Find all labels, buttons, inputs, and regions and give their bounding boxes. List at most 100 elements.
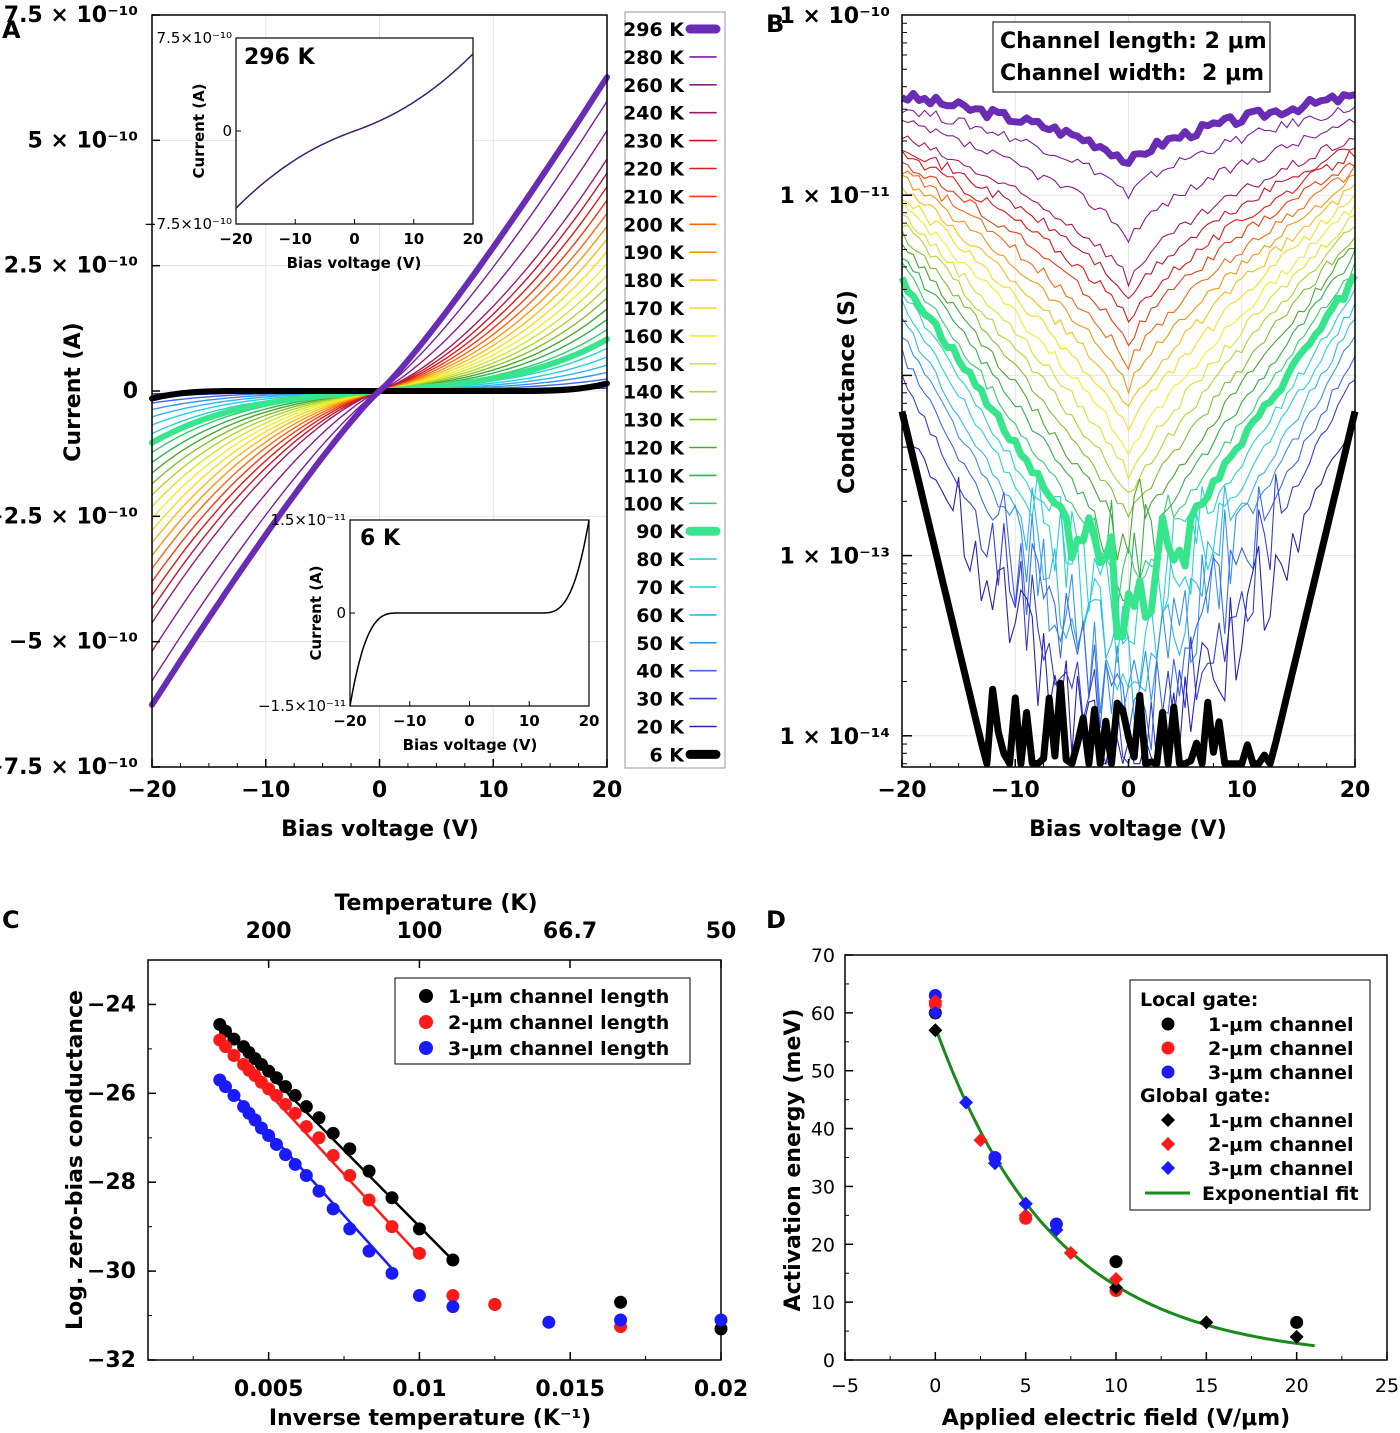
legend-marker (1161, 1137, 1175, 1151)
legend-marker (419, 989, 433, 1003)
conductance-curve (901, 229, 1356, 519)
data-point (299, 1120, 313, 1134)
x-tick-label: −20 (127, 778, 176, 803)
conductance-curve (901, 194, 1356, 432)
x-tick-label: −10 (241, 778, 290, 803)
panel-a-xlabel: Bias voltage (V) (281, 817, 479, 842)
x-tick-label: 20 (592, 778, 623, 803)
inset-296k-curve (235, 53, 474, 209)
legend-label: 2-μm channel length (448, 1012, 669, 1034)
panel-b-ylabel: Conductance (S) (835, 290, 860, 494)
legend-marker (1161, 1017, 1175, 1031)
y-tick-label: −26 (87, 1081, 136, 1106)
data-point (269, 1071, 283, 1085)
conductance-curve (901, 317, 1356, 721)
panel-c-top-xlabel: Temperature (K) (334, 891, 537, 916)
data-point (227, 1049, 241, 1063)
legend-label: 100 K (623, 493, 685, 515)
data-point (299, 1169, 313, 1183)
panel-b-xlabel: Bias voltage (V) (1029, 817, 1227, 842)
legend-fit-label: Exponential fit (1202, 1183, 1359, 1205)
legend-marker (1161, 1065, 1175, 1079)
y-tick-label: 70 (811, 945, 835, 967)
legend-label: 280 K (623, 47, 685, 69)
panel-d-ticks: −5 0 5 10 15 20 25 0 10 20 30 40 50 60 70 (811, 945, 1399, 1397)
panel-c: C 0.005 0.01 0.015 0.02 200 100 66.7 50 −24 −26 −2… (2, 891, 748, 1431)
inset-296k-ylabel: Current (A) (190, 83, 208, 178)
panel-b-annotation-box (992, 21, 1271, 93)
y-tick-label: 0 (123, 379, 138, 404)
panel-c-frame (147, 959, 722, 1361)
diamond-marker (1109, 1272, 1123, 1286)
data-point (446, 1300, 460, 1314)
data-point (343, 1142, 357, 1156)
legend-label: 70 K (636, 577, 685, 599)
data-point (614, 1313, 628, 1327)
legend-label: 150 K (623, 354, 685, 376)
data-point (288, 1157, 302, 1171)
diamond-marker (1049, 1222, 1064, 1237)
legend-label: 120 K (623, 438, 685, 460)
y-tick-label: 1 × 10⁻¹³ (779, 545, 890, 570)
data-point (614, 1295, 628, 1309)
x-tick-label: −20 (877, 778, 926, 803)
inset-y-tick-label: 7.5×10⁻¹⁰ (157, 29, 232, 47)
inset-6k-xlabel: Bias voltage (V) (403, 736, 538, 754)
data-point (412, 1246, 426, 1260)
diamond-marker (1018, 1196, 1033, 1211)
data-point (299, 1100, 313, 1114)
conductance-curve (901, 174, 1356, 395)
y-tick-label: 5 × 10⁻¹⁰ (27, 128, 138, 153)
legend-marker (419, 1015, 433, 1029)
legend-header-global: Global gate: (1140, 1085, 1271, 1107)
panel-c-ylabel: Log. zero-bias conductance (63, 990, 88, 1330)
conductance-curve (901, 336, 1356, 714)
inset-x-tick-label: −10 (279, 230, 312, 248)
legend-marker (1161, 1113, 1175, 1127)
inset-296k-title: 296 K (244, 45, 316, 70)
panel-c-data (213, 1017, 728, 1336)
panel-d-xlabel: Applied electric field (V/μm) (942, 1406, 1290, 1431)
y-tick-label: 20 (811, 1234, 835, 1256)
x-tick-label: 10 (1226, 778, 1257, 803)
x-tick-label: 0 (1121, 778, 1136, 803)
panel-a-ylabel: Current (A) (61, 322, 86, 461)
conductance-curve-highlight (898, 410, 1359, 768)
conductance-curve (901, 147, 1356, 300)
inset-y-tick-label: 1.5×10⁻¹¹ (271, 511, 346, 529)
data-point (312, 1131, 326, 1145)
legend-label: 260 K (623, 75, 685, 97)
y-tick-label: 40 (811, 1119, 835, 1141)
inset-x-tick-label: −10 (393, 712, 426, 730)
data-point (488, 1297, 502, 1311)
data-point (362, 1244, 376, 1258)
iv-curve-highlight (149, 74, 610, 708)
y-tick-label: 1 × 10⁻¹⁰ (779, 4, 890, 29)
x-tick-label: −5 (831, 1375, 859, 1397)
data-point (385, 1266, 399, 1280)
legend-marker (419, 1041, 433, 1055)
inset-6k-curve (349, 519, 590, 707)
conductance-curve (901, 164, 1356, 371)
legend-label: 200 K (623, 214, 685, 236)
data-point (343, 1222, 357, 1236)
legend-label: 20 K (636, 717, 685, 739)
legend-label: 2-μm channel (1208, 1134, 1354, 1156)
data-point (446, 1289, 460, 1303)
diamond-marker (973, 1133, 988, 1148)
legend-label: 50 K (636, 633, 685, 655)
data-point (312, 1111, 326, 1125)
inset-x-tick-label: 0 (464, 712, 474, 730)
x-tick-label: 0 (372, 778, 387, 803)
data-point (412, 1222, 426, 1236)
conductance-curve (901, 150, 1356, 323)
data-point (288, 1106, 302, 1120)
legend-label: 90 K (636, 521, 685, 543)
x-tick-label: 15 (1194, 1375, 1218, 1397)
y-tick-label: −32 (87, 1348, 136, 1373)
x-tick-label: 20 (1285, 1375, 1309, 1397)
y-tick-label: 1 × 10⁻¹⁴ (779, 725, 890, 750)
x-tick-label: 10 (1104, 1375, 1128, 1397)
x-tick-label: 10 (478, 778, 509, 803)
